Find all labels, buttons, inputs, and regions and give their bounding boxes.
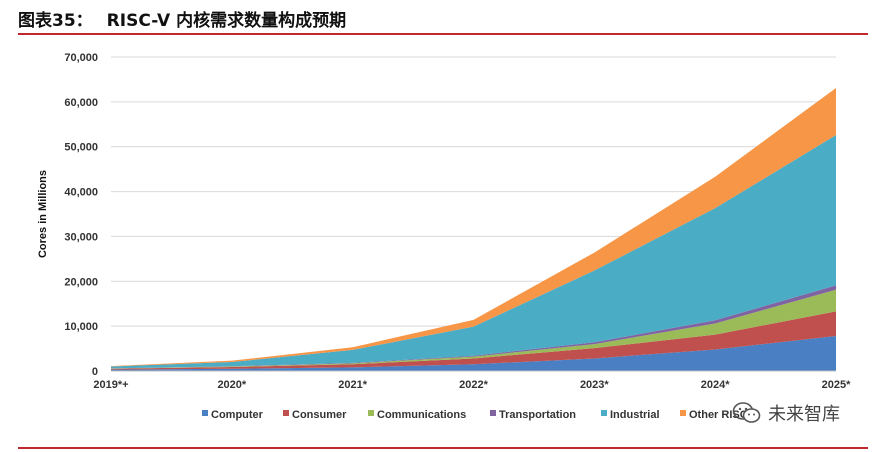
bottom-divider bbox=[18, 447, 868, 449]
y-tick-label: 60,000 bbox=[64, 97, 98, 109]
x-tick-label: 2023* bbox=[580, 379, 609, 391]
x-axis: 2019*+ 2020* 2021* 2022* 2023* 2024* 2025* bbox=[93, 370, 851, 391]
figure-title: 图表35： RISC-V 内核需求数量构成预期 bbox=[18, 6, 346, 31]
y-tick-label: 40,000 bbox=[64, 187, 98, 199]
y-tick-label: 70,000 bbox=[64, 52, 98, 64]
area-series-group bbox=[111, 87, 836, 371]
x-tick-label: 2021* bbox=[338, 379, 367, 391]
wechat-icon bbox=[732, 402, 761, 423]
x-tick-label: 2022* bbox=[459, 379, 488, 391]
legend-label: Industrial bbox=[610, 409, 660, 421]
y-tick-label: 50,000 bbox=[64, 142, 98, 154]
watermark: 未来智库 bbox=[732, 400, 840, 426]
y-axis: 0 10,000 20,000 30,000 40,000 50,000 60,000 70,… bbox=[64, 52, 98, 378]
y-tick-label: 10,000 bbox=[64, 321, 98, 333]
legend-label: Other RISC-V bbox=[689, 409, 759, 421]
x-tick-label: 2025* bbox=[822, 379, 851, 391]
area-computer bbox=[111, 336, 836, 371]
x-tick-label: 2019*+ bbox=[93, 379, 128, 391]
legend-label: Computer bbox=[211, 409, 264, 421]
area-consumer bbox=[111, 311, 836, 370]
legend-swatch bbox=[490, 410, 496, 416]
figure-title-text: RISC-V 内核需求数量构成预期 bbox=[106, 11, 347, 31]
legend-swatch bbox=[680, 410, 686, 416]
x-tick-label: 2020* bbox=[217, 379, 246, 391]
area-communications bbox=[111, 289, 836, 369]
y-axis-label: Cores in Millions bbox=[37, 170, 49, 258]
legend-swatch bbox=[601, 410, 607, 416]
legend: Computer Consumer Communications Transporta… bbox=[202, 409, 759, 421]
legend-label: Consumer bbox=[292, 409, 347, 421]
legend-label: Communications bbox=[377, 409, 466, 421]
y-tick-label: 30,000 bbox=[64, 231, 98, 243]
legend-swatch bbox=[283, 410, 289, 416]
y-tick-label: 0 bbox=[92, 366, 98, 378]
y-tick-label: 20,000 bbox=[64, 276, 98, 288]
area-industrial bbox=[111, 135, 836, 369]
legend-swatch bbox=[368, 410, 374, 416]
area-transportation bbox=[111, 285, 836, 369]
figure-number: 图表35： bbox=[18, 11, 93, 31]
legend-label: Transportation bbox=[499, 409, 576, 421]
watermark-text: 未来智库 bbox=[768, 404, 840, 425]
x-tick-label: 2024* bbox=[701, 379, 730, 391]
legend-swatch bbox=[202, 410, 208, 416]
title-divider bbox=[18, 33, 868, 35]
